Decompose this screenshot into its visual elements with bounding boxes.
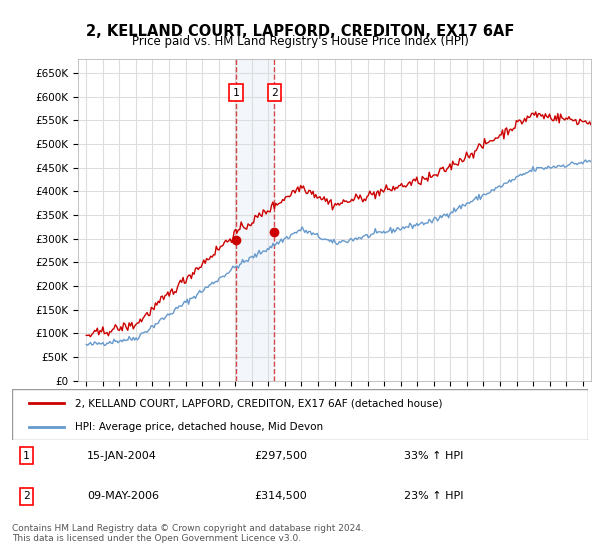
Text: 23% ↑ HPI: 23% ↑ HPI <box>404 491 463 501</box>
Bar <box>236 59 274 381</box>
Text: 2: 2 <box>23 491 30 501</box>
Text: £314,500: £314,500 <box>254 491 307 501</box>
Text: 33% ↑ HPI: 33% ↑ HPI <box>404 451 463 461</box>
Text: 2, KELLAND COURT, LAPFORD, CREDITON, EX17 6AF (detached house): 2, KELLAND COURT, LAPFORD, CREDITON, EX1… <box>76 398 443 408</box>
Text: Price paid vs. HM Land Registry's House Price Index (HPI): Price paid vs. HM Land Registry's House … <box>131 35 469 48</box>
Text: 1: 1 <box>232 87 239 97</box>
Text: 2: 2 <box>271 87 278 97</box>
Text: 15-JAN-2004: 15-JAN-2004 <box>87 451 157 461</box>
Text: HPI: Average price, detached house, Mid Devon: HPI: Average price, detached house, Mid … <box>76 422 323 432</box>
Text: 09-MAY-2006: 09-MAY-2006 <box>87 491 159 501</box>
Text: Contains HM Land Registry data © Crown copyright and database right 2024.
This d: Contains HM Land Registry data © Crown c… <box>12 524 364 543</box>
Text: 2, KELLAND COURT, LAPFORD, CREDITON, EX17 6AF: 2, KELLAND COURT, LAPFORD, CREDITON, EX1… <box>86 24 514 39</box>
Text: 1: 1 <box>23 451 30 461</box>
Text: £297,500: £297,500 <box>254 451 307 461</box>
FancyBboxPatch shape <box>12 389 588 440</box>
